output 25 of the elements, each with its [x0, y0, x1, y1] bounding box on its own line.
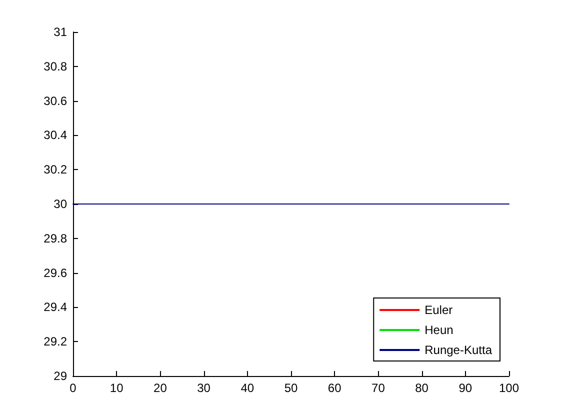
x-tick-label: 10 [110, 381, 124, 395]
y-tick-label: 29.6 [44, 266, 68, 280]
legend-label: Heun [424, 323, 454, 337]
x-tick-label: 30 [197, 381, 211, 395]
y-tick-label: 31 [54, 25, 68, 39]
x-tick-label: 70 [372, 381, 386, 395]
y-tick-label: 30.8 [44, 59, 68, 74]
x-tick-label: 90 [458, 381, 472, 395]
x-tick-label: 40 [240, 381, 254, 395]
x-tick-label: 20 [154, 381, 168, 395]
x-tick-label: 60 [328, 381, 342, 395]
y-tick-label: 30 [54, 197, 68, 211]
y-tick-label: 30.6 [44, 94, 68, 108]
y-tick-label: 29.4 [44, 300, 68, 314]
y-tick-label: 30.4 [44, 128, 68, 142]
legend-label: Euler [424, 303, 453, 317]
y-tick-label: 29.2 [44, 334, 68, 349]
y-tick-label: 29.8 [44, 231, 68, 246]
y-tick-label: 30.2 [44, 162, 68, 177]
x-tick-label: 80 [415, 381, 429, 395]
y-tick-label: 29 [54, 369, 68, 383]
legend-label: Runge-Kutta [424, 343, 492, 357]
x-tick-label: 100 [498, 381, 520, 395]
x-tick-label: 50 [284, 381, 298, 395]
x-tick-label: 0 [70, 381, 77, 395]
